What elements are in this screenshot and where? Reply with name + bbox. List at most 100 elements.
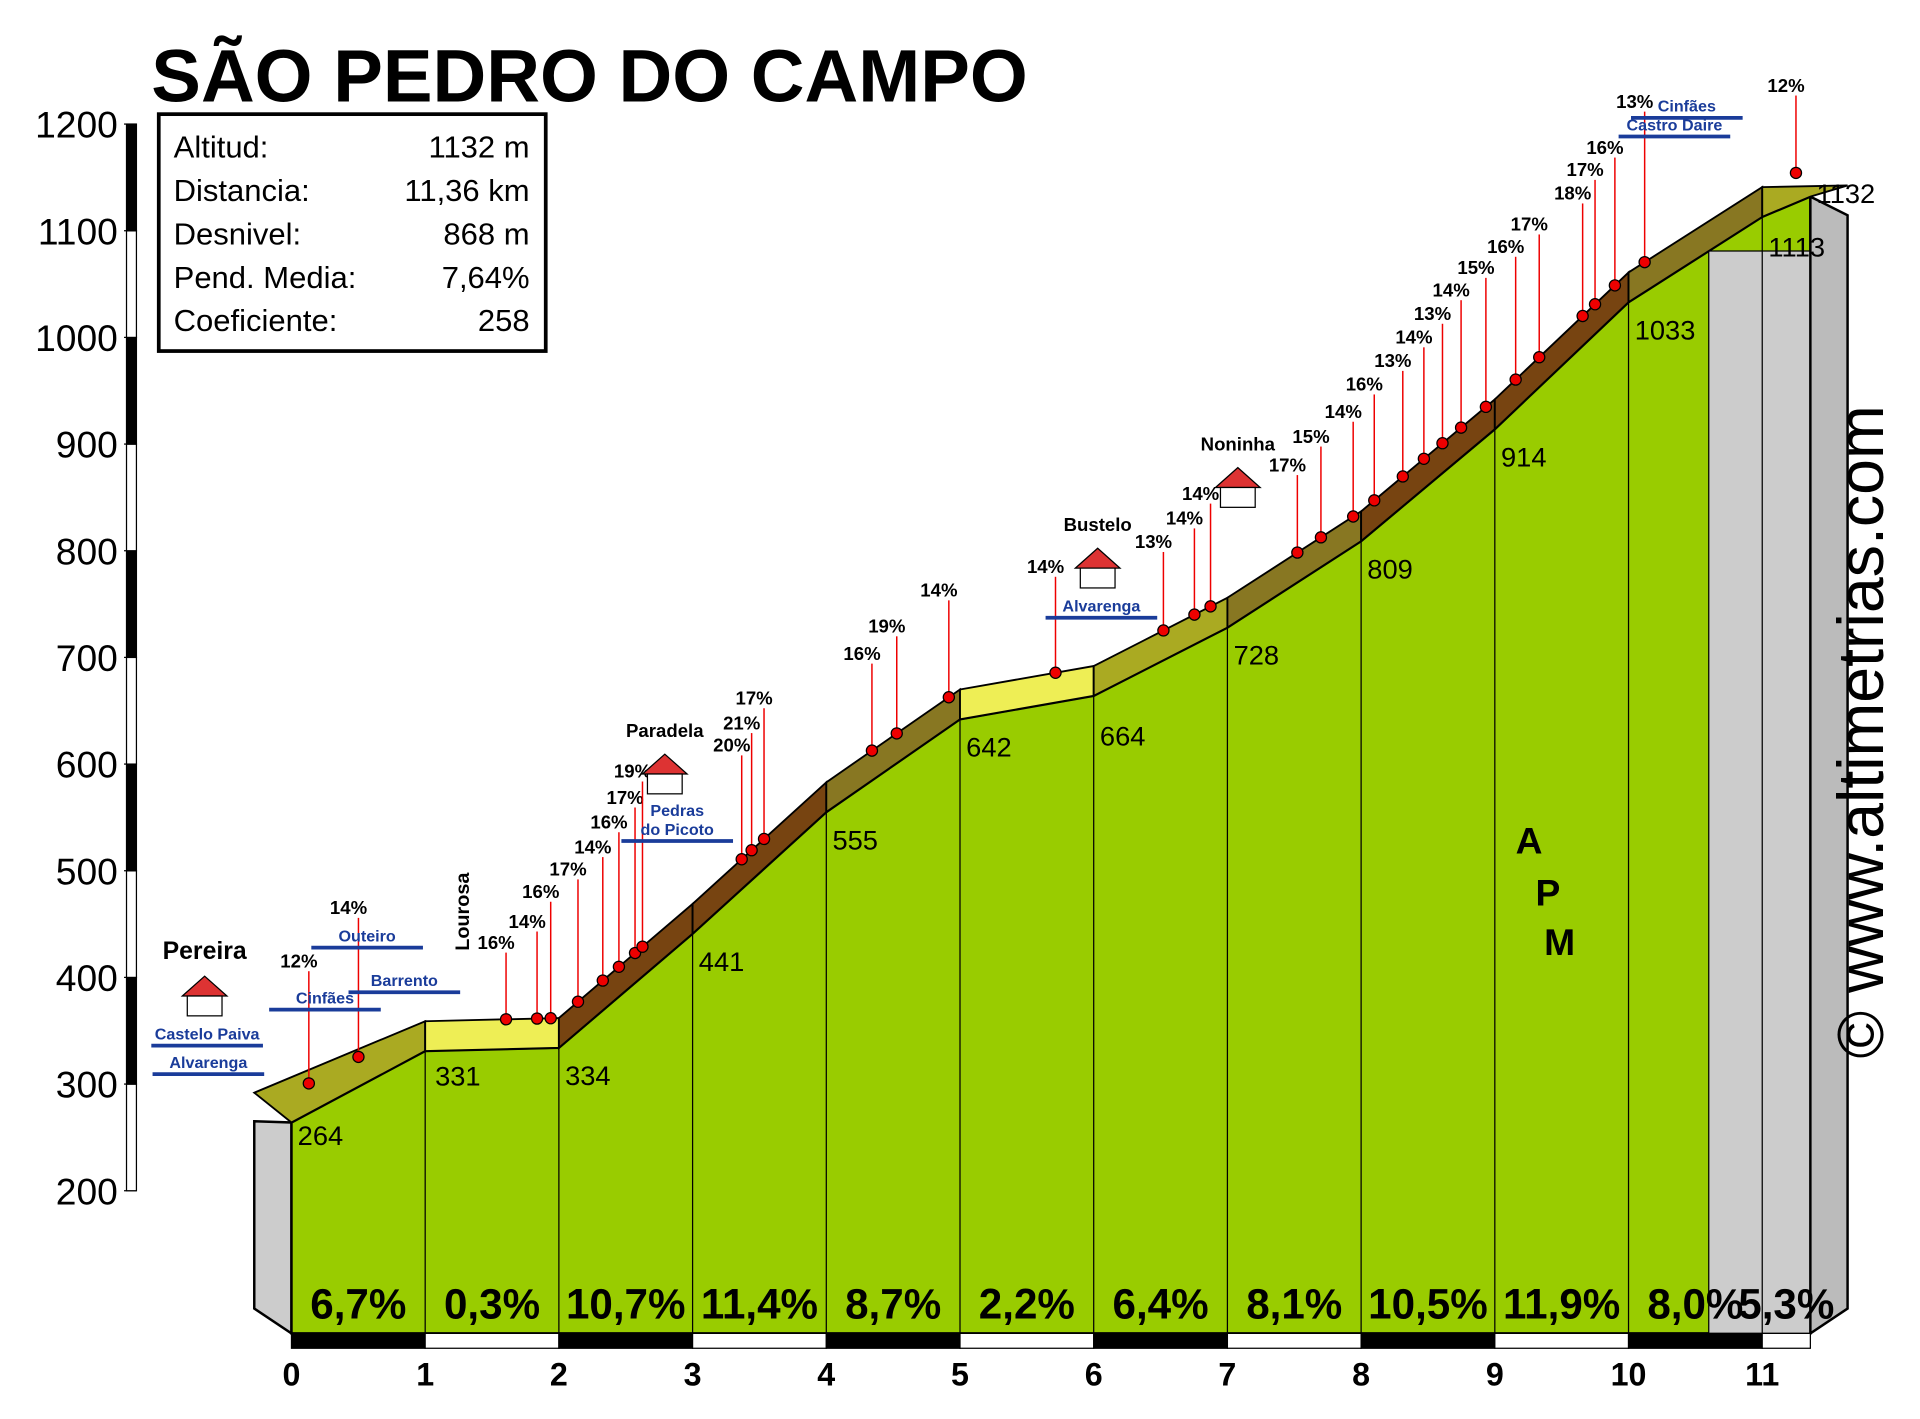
info-box [156, 112, 548, 353]
point-label: 16% [522, 881, 560, 902]
marker-dot [530, 1012, 544, 1025]
house-icon [646, 773, 683, 795]
marker-dot [1479, 400, 1493, 414]
point-label: 19% [868, 616, 906, 637]
point-label: 14% [574, 836, 612, 857]
point-label: 14% [1166, 508, 1204, 529]
marker-dot [302, 1077, 316, 1090]
y-tick-label: 300 [56, 1064, 118, 1106]
marker-dot [890, 727, 903, 740]
marker-dot [1588, 298, 1602, 311]
chart-title: SÃO PEDRO DO CAMPO [151, 35, 1027, 118]
point-label: 16% [1346, 374, 1384, 395]
road-sign: Outeiro [338, 927, 395, 945]
road-sign: Castelo Paiva [155, 1025, 261, 1043]
marker-dot [1417, 452, 1431, 466]
road-sign: Alvarenga [1062, 598, 1141, 616]
point-label: 17% [735, 688, 773, 709]
x-tick-label: 9 [1486, 1356, 1504, 1392]
road-sign: Castro Daire [1627, 116, 1723, 134]
marker-dot [1346, 510, 1360, 523]
marker-dot [544, 1012, 557, 1025]
y-tick-label: 800 [56, 530, 118, 572]
y-tick-label: 400 [56, 957, 118, 999]
point-label: 14% [1325, 401, 1363, 422]
x-tick-label: 6 [1085, 1356, 1103, 1392]
house-icon [1079, 567, 1116, 589]
distance-bar [424, 1332, 560, 1349]
point-label: 21% [723, 712, 761, 733]
info-value: 1132 m [429, 130, 530, 165]
x-tick-label: 1 [416, 1356, 434, 1392]
road-sign: Cinfães [1658, 98, 1716, 116]
marker-dot [865, 744, 879, 757]
altitude-label: 728 [1234, 640, 1279, 671]
distance-bar [691, 1332, 827, 1349]
place-label: Bustelo [1064, 514, 1132, 535]
grade-label: 10,5% [1368, 1280, 1488, 1327]
y-axis-segment [125, 870, 138, 979]
distance-bar [1761, 1332, 1811, 1349]
distance-bar [1093, 1332, 1229, 1349]
point-label: 12% [280, 950, 318, 971]
marker-dot [735, 853, 748, 866]
grade-label: 8,1% [1246, 1280, 1342, 1327]
point-label: 18% [1554, 183, 1592, 204]
altitude-label: 555 [832, 824, 878, 855]
y-tick-label: 700 [56, 637, 118, 679]
point-label: 13% [1135, 531, 1173, 552]
right-wall [1809, 194, 1849, 1336]
marker-dot [352, 1050, 365, 1064]
distance-bar [1226, 1332, 1362, 1349]
point-label: 13% [1616, 91, 1654, 112]
summit-zone [1708, 250, 1811, 1334]
y-tick-label: 600 [56, 744, 118, 786]
x-tick-label: 4 [817, 1356, 835, 1392]
y-axis-segment [125, 976, 138, 1085]
marker-dot [1314, 531, 1328, 544]
y-tick-label: 900 [56, 424, 118, 466]
info-value: 7,64% [442, 260, 530, 295]
point-label: 16% [843, 643, 881, 664]
road-sign: Alvarenga [169, 1054, 248, 1072]
info-label: Distancia: [174, 173, 310, 208]
point-label: 16% [1586, 137, 1624, 158]
house-icon [1219, 486, 1256, 508]
y-axis-segment [125, 336, 138, 445]
marker-dot [1436, 437, 1449, 450]
point-label: 14% [509, 911, 547, 932]
marker-dot [1576, 309, 1589, 323]
point-label: 14% [1395, 327, 1433, 348]
y-tick-label: 1000 [35, 317, 118, 359]
y-axis-segment [125, 656, 138, 765]
altitude-label: 1033 [1635, 314, 1696, 345]
point-label: 13% [1374, 350, 1412, 371]
grade-ribbon [1761, 184, 1848, 219]
point-label: 17% [1269, 454, 1307, 475]
x-tick-label: 8 [1352, 1356, 1370, 1392]
watermark: © www.altimetrias.com [1825, 405, 1897, 1058]
altitude-label: 441 [699, 946, 745, 977]
x-tick-label: 0 [283, 1356, 301, 1392]
distance-bar [825, 1332, 961, 1349]
house-icon [186, 995, 223, 1017]
x-tick-label: 3 [684, 1356, 702, 1392]
marker-dot [1533, 351, 1546, 364]
left-wall [253, 1119, 293, 1336]
altitude-label: 264 [298, 1120, 344, 1151]
marker-dot [1157, 624, 1170, 637]
x-tick-label: 2 [550, 1356, 568, 1392]
point-label: 14% [1433, 279, 1471, 300]
y-axis-segment [125, 1083, 138, 1192]
marker-dot [1049, 666, 1062, 679]
place-label: Noninha [1201, 433, 1276, 454]
info-label: Coeficiente: [174, 303, 338, 338]
info-value: 258 [478, 303, 530, 338]
marker-dot [745, 844, 758, 857]
point-label: 16% [590, 812, 628, 833]
y-axis-segment [125, 763, 138, 872]
info-value: 868 m [443, 216, 529, 251]
altitude-label: 334 [565, 1060, 611, 1091]
distance-bar [290, 1332, 426, 1349]
